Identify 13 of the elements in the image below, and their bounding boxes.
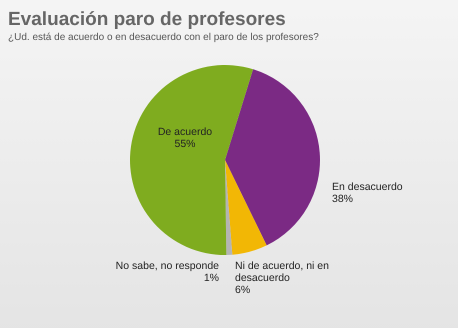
chart-subtitle: ¿Ud. está de acuerdo o en desacuerdo con el paro de los profesores? (8, 32, 320, 43)
pie-slice (225, 160, 267, 255)
pie-slice (130, 65, 254, 255)
chart-title: Evaluación paro de profesores (8, 9, 286, 30)
pie-slice (225, 69, 320, 246)
slice-label: De acuerdo (158, 126, 212, 138)
slice-label: Ni de acuerdo, ni en desacuerdo (235, 260, 330, 284)
slice-label: En desacuerdo (332, 181, 403, 193)
data-label: 55% (174, 138, 196, 150)
data-label: 1% (204, 272, 219, 284)
data-label: 6% (235, 284, 250, 296)
slice-label: No sabe, no responde (116, 260, 220, 272)
data-label: 38% (332, 193, 354, 205)
